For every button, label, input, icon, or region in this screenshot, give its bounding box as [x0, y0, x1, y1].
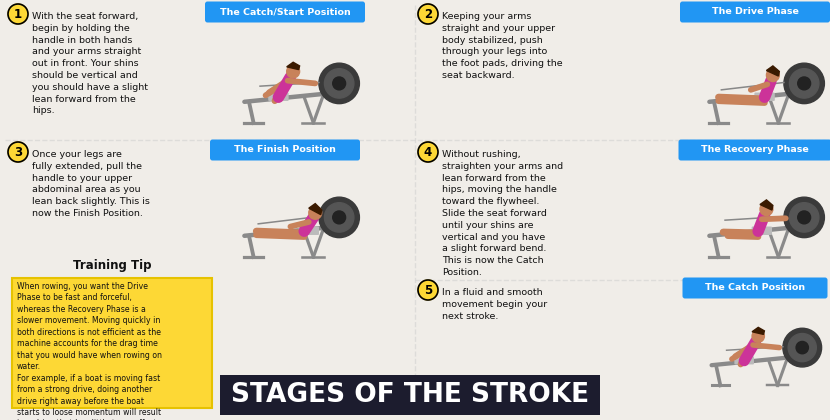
Text: Without rushing,
straighten your arms and
lean forward from the
hips, moving the: Without rushing, straighten your arms an… [442, 150, 563, 277]
Text: 1: 1 [14, 8, 22, 21]
Text: When rowing, you want the Drive
Phase to be fast and forceful,
whereas the Recov: When rowing, you want the Drive Phase to… [17, 282, 162, 420]
Circle shape [333, 211, 345, 224]
Text: 5: 5 [424, 284, 432, 297]
Circle shape [783, 328, 822, 367]
Text: Training Tip: Training Tip [73, 259, 151, 272]
Circle shape [286, 65, 300, 78]
Text: The Finish Position: The Finish Position [234, 145, 336, 155]
FancyBboxPatch shape [220, 375, 600, 415]
Circle shape [319, 63, 359, 104]
FancyBboxPatch shape [205, 2, 365, 23]
FancyBboxPatch shape [754, 92, 774, 101]
Text: In a fluid and smooth
movement begin your
next stroke.: In a fluid and smooth movement begin you… [442, 288, 547, 320]
Polygon shape [760, 200, 773, 210]
Circle shape [752, 330, 764, 342]
Circle shape [789, 203, 819, 232]
FancyBboxPatch shape [12, 278, 212, 408]
Text: Once your legs are
fully extended, pull the
handle to your upper
abdominal area : Once your legs are fully extended, pull … [32, 150, 150, 218]
Polygon shape [309, 204, 322, 215]
Text: 3: 3 [14, 145, 22, 158]
Circle shape [766, 69, 779, 81]
Text: The Catch Position: The Catch Position [705, 284, 805, 292]
FancyBboxPatch shape [678, 139, 830, 160]
Polygon shape [752, 327, 764, 334]
Polygon shape [766, 66, 779, 76]
Text: Keeping your arms
straight and your upper
body stabilized, push
through your leg: Keeping your arms straight and your uppe… [442, 12, 563, 80]
FancyBboxPatch shape [299, 226, 319, 235]
Circle shape [784, 63, 824, 104]
Text: With the seat forward,
begin by holding the
handle in both hands
and your arms s: With the seat forward, begin by holding … [32, 12, 148, 116]
Circle shape [319, 197, 359, 238]
FancyBboxPatch shape [735, 356, 754, 365]
Circle shape [333, 77, 345, 90]
Circle shape [8, 4, 28, 24]
Circle shape [325, 203, 354, 232]
Circle shape [784, 197, 824, 238]
FancyBboxPatch shape [682, 278, 828, 299]
FancyBboxPatch shape [680, 2, 830, 23]
Text: STAGES OF THE STROKE: STAGES OF THE STROKE [231, 382, 589, 408]
Text: The Recovery Phase: The Recovery Phase [701, 145, 809, 155]
Circle shape [796, 341, 808, 354]
Text: The Drive Phase: The Drive Phase [711, 8, 798, 16]
Circle shape [418, 280, 438, 300]
Circle shape [789, 69, 819, 98]
Circle shape [8, 142, 28, 162]
Circle shape [798, 77, 811, 90]
Circle shape [418, 142, 438, 162]
Text: The Catch/Start Position: The Catch/Start Position [220, 8, 350, 16]
FancyBboxPatch shape [752, 226, 772, 235]
Circle shape [309, 206, 322, 219]
Text: 2: 2 [424, 8, 432, 21]
Circle shape [325, 69, 354, 98]
Circle shape [788, 333, 817, 362]
Circle shape [418, 4, 438, 24]
Polygon shape [286, 62, 300, 70]
Text: 4: 4 [424, 145, 432, 158]
Circle shape [798, 211, 811, 224]
FancyBboxPatch shape [268, 92, 289, 101]
Circle shape [760, 203, 773, 215]
FancyBboxPatch shape [210, 139, 360, 160]
